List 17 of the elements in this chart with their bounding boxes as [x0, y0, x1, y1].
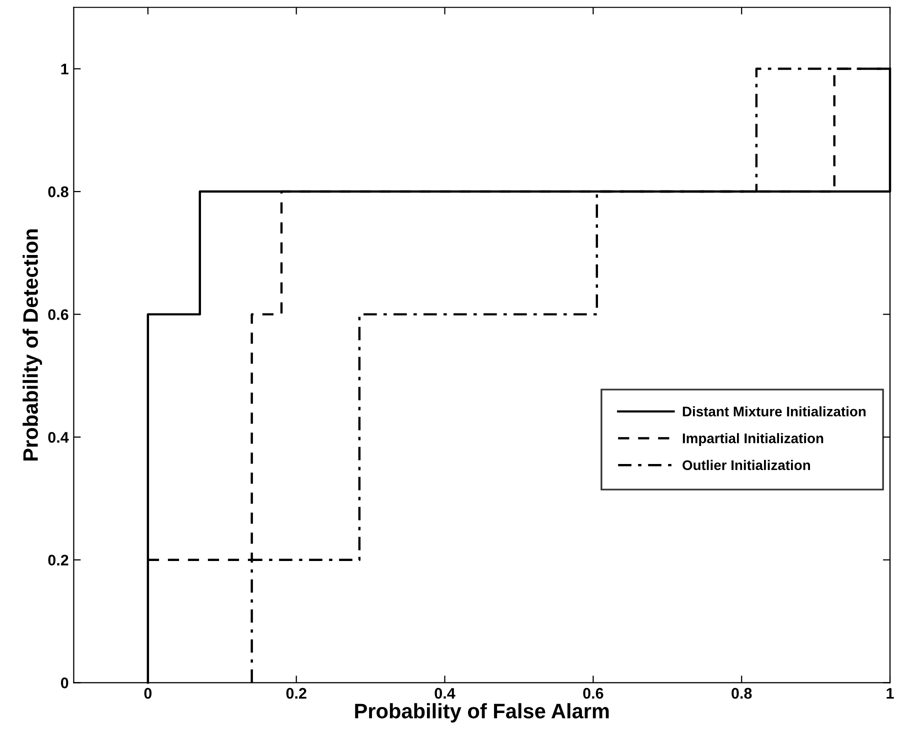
x-tick-label: 0.8: [732, 688, 752, 699]
x-tick-label: 0.2: [286, 688, 306, 699]
x-tick-label: 0.4: [434, 688, 456, 699]
x-tick-label: 0.6: [583, 688, 604, 699]
y-tick-label: 0: [60, 678, 68, 688]
y-axis-title: Probability of Detection: [22, 229, 42, 461]
x-tick-label: 0: [144, 688, 152, 699]
y-tick-label: 0.2: [48, 554, 68, 566]
y-tick-label: 0.6: [48, 309, 68, 320]
y-tick-label: 0.8: [48, 186, 68, 198]
y-tick-label: 0.4: [48, 432, 69, 443]
legend-label: Impartial Initialization: [682, 433, 824, 446]
legend-label: Distant Mixture Initialization: [682, 406, 866, 416]
x-tick-label: 1: [886, 688, 894, 699]
legend-label: Outlier Initialization: [682, 460, 810, 470]
y-tick-label: 1: [61, 64, 68, 74]
x-axis-title: Probability of False Alarm: [355, 703, 609, 723]
